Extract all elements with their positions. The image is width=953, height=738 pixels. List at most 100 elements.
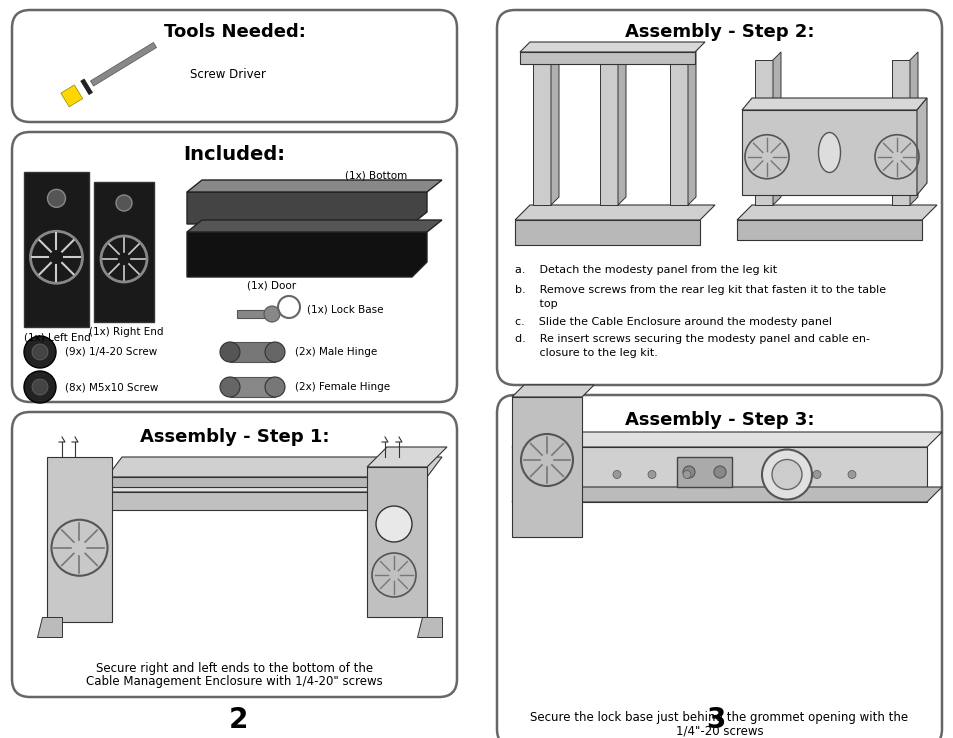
Polygon shape <box>737 205 936 220</box>
Text: 2: 2 <box>229 706 248 734</box>
Text: 3: 3 <box>705 706 724 734</box>
Text: Secure the lock base just behind the grommet opening with the: Secure the lock base just behind the gro… <box>530 711 907 724</box>
Circle shape <box>682 466 695 478</box>
Polygon shape <box>47 457 112 622</box>
Circle shape <box>220 342 240 362</box>
Text: Secure right and left ends to the bottom of the: Secure right and left ends to the bottom… <box>96 662 373 675</box>
Text: b.    Remove screws from the rear leg kit that fasten it to the table: b. Remove screws from the rear leg kit t… <box>515 285 885 295</box>
Polygon shape <box>519 42 704 52</box>
Circle shape <box>761 449 811 500</box>
Text: d.    Re insert screws securing the modesty panel and cable en-: d. Re insert screws securing the modesty… <box>515 334 869 344</box>
Polygon shape <box>236 310 272 318</box>
FancyBboxPatch shape <box>12 132 456 402</box>
Polygon shape <box>677 457 731 487</box>
Bar <box>94 182 153 322</box>
FancyBboxPatch shape <box>12 10 456 122</box>
Text: c.    Slide the Cable Enclosure around the modesty panel: c. Slide the Cable Enclosure around the … <box>515 317 831 327</box>
Polygon shape <box>754 60 772 205</box>
Polygon shape <box>187 232 427 277</box>
Polygon shape <box>772 52 781 205</box>
Text: top: top <box>515 299 558 309</box>
Polygon shape <box>515 205 714 220</box>
Polygon shape <box>187 220 441 232</box>
Circle shape <box>24 371 56 403</box>
Text: (1x) Lock Base: (1x) Lock Base <box>307 305 383 315</box>
Polygon shape <box>230 342 274 362</box>
Text: Assembly - Step 3:: Assembly - Step 3: <box>624 411 814 429</box>
Polygon shape <box>416 617 441 637</box>
Text: a.    Detach the modesty panel from the leg kit: a. Detach the modesty panel from the leg… <box>515 265 777 275</box>
Circle shape <box>771 460 801 489</box>
Polygon shape <box>533 55 551 205</box>
Polygon shape <box>515 220 700 245</box>
Polygon shape <box>91 472 427 492</box>
Circle shape <box>48 190 66 207</box>
FancyBboxPatch shape <box>12 412 456 697</box>
Polygon shape <box>909 52 917 205</box>
Text: Assembly - Step 1:: Assembly - Step 1: <box>139 428 329 446</box>
Text: Included:: Included: <box>183 145 285 164</box>
Polygon shape <box>512 487 941 502</box>
Text: (1x) Right End: (1x) Right End <box>89 327 163 337</box>
Polygon shape <box>37 617 62 637</box>
Polygon shape <box>737 220 921 240</box>
Polygon shape <box>230 377 274 397</box>
Polygon shape <box>551 47 558 205</box>
Polygon shape <box>669 55 687 205</box>
Text: (1x) Bottom: (1x) Bottom <box>344 170 407 180</box>
Polygon shape <box>61 85 83 107</box>
Polygon shape <box>512 447 926 502</box>
Polygon shape <box>107 457 441 477</box>
Polygon shape <box>367 447 447 467</box>
Polygon shape <box>91 492 412 510</box>
FancyBboxPatch shape <box>497 395 941 738</box>
Circle shape <box>713 466 725 478</box>
Circle shape <box>220 377 240 397</box>
Circle shape <box>375 506 412 542</box>
Polygon shape <box>741 98 926 110</box>
Text: Assembly - Step 2:: Assembly - Step 2: <box>624 23 814 41</box>
Polygon shape <box>81 79 92 94</box>
Circle shape <box>264 306 280 322</box>
Text: (9x) 1/4-20 Screw: (9x) 1/4-20 Screw <box>65 347 157 357</box>
Circle shape <box>32 344 48 360</box>
Polygon shape <box>512 397 581 537</box>
Circle shape <box>647 471 656 478</box>
Polygon shape <box>618 47 625 205</box>
Text: 1/4"-20 screws: 1/4"-20 screws <box>675 725 762 738</box>
Text: Cable Management Enclosure with 1/4-20" screws: Cable Management Enclosure with 1/4-20" … <box>86 675 382 688</box>
Polygon shape <box>107 477 427 487</box>
Polygon shape <box>891 60 909 205</box>
Circle shape <box>812 471 821 478</box>
Polygon shape <box>741 110 916 195</box>
Polygon shape <box>916 98 926 195</box>
Circle shape <box>847 471 855 478</box>
Polygon shape <box>599 55 618 205</box>
Polygon shape <box>91 43 156 86</box>
Circle shape <box>265 377 285 397</box>
Text: (1x) Door: (1x) Door <box>247 280 295 290</box>
FancyBboxPatch shape <box>497 10 941 385</box>
Text: Screw Driver: Screw Driver <box>190 69 266 81</box>
Circle shape <box>32 379 48 395</box>
Polygon shape <box>367 467 427 617</box>
Polygon shape <box>512 432 941 447</box>
Text: closure to the leg kit.: closure to the leg kit. <box>515 348 658 358</box>
Bar <box>24 172 89 327</box>
Polygon shape <box>187 192 427 224</box>
Circle shape <box>613 471 620 478</box>
Circle shape <box>24 336 56 368</box>
Text: (2x) Female Hinge: (2x) Female Hinge <box>294 382 390 392</box>
Text: Tools Needed:: Tools Needed: <box>163 23 305 41</box>
Ellipse shape <box>818 133 840 173</box>
Circle shape <box>265 342 285 362</box>
Text: (2x) Male Hinge: (2x) Male Hinge <box>294 347 376 357</box>
Text: (1x) Left End: (1x) Left End <box>24 332 91 342</box>
Circle shape <box>116 195 132 211</box>
Polygon shape <box>187 180 441 192</box>
Polygon shape <box>687 47 696 205</box>
Polygon shape <box>512 385 594 397</box>
Circle shape <box>682 471 690 478</box>
Polygon shape <box>519 52 695 64</box>
Text: (8x) M5x10 Screw: (8x) M5x10 Screw <box>65 382 158 392</box>
